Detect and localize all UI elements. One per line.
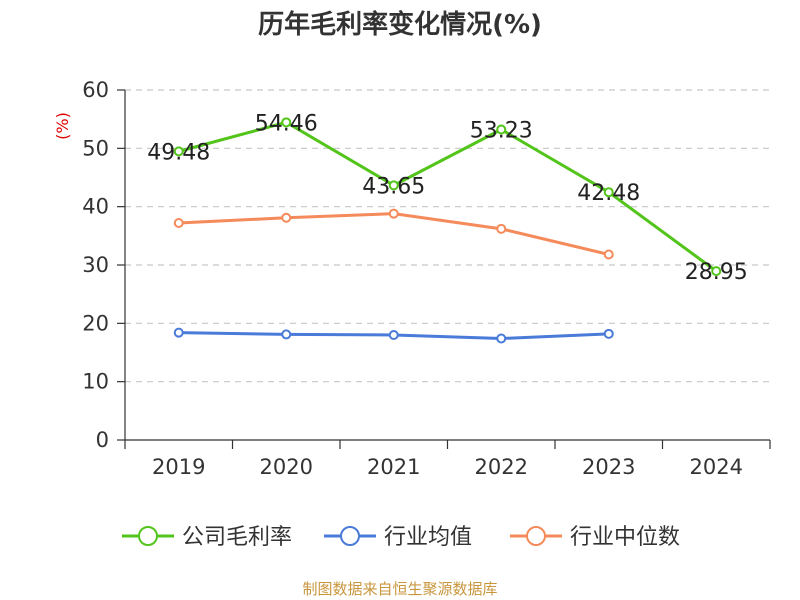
series-line-0 (178, 120, 718, 273)
data-point (388, 180, 399, 191)
data-point (496, 124, 507, 135)
y-tick-label: 50 (82, 136, 109, 160)
data-point (603, 328, 614, 339)
data-point (388, 330, 399, 340)
data-point (496, 333, 507, 344)
y-tick-label: 60 (82, 78, 109, 102)
data-point (173, 327, 184, 338)
data-label: 43.65 (362, 174, 425, 199)
x-tick-label: 2021 (367, 455, 420, 479)
y-tick-label: 20 (82, 311, 109, 335)
data-label: 49.48 (147, 140, 210, 165)
y-tick-label: 10 (82, 370, 109, 394)
legend-label: 行业中位数 (570, 525, 680, 550)
x-tick-label: 2023 (582, 455, 635, 479)
data-point (711, 266, 722, 277)
data-point (496, 223, 507, 234)
y-tick-label: 40 (82, 195, 109, 219)
data-label: 54.46 (255, 111, 318, 136)
x-tick-label: 2022 (475, 455, 528, 479)
legend-marker (526, 526, 546, 546)
y-axis-unit: (%) (53, 112, 72, 140)
data-label: 28.95 (685, 260, 748, 285)
legend-label: 行业均值 (384, 525, 472, 550)
data-point (173, 146, 184, 157)
data-point (173, 218, 184, 228)
x-tick-label: 2020 (260, 455, 313, 479)
legend-marker (138, 526, 158, 546)
legend-label: 公司毛利率 (182, 525, 292, 550)
data-point (603, 249, 614, 260)
data-label: 42.48 (577, 181, 640, 206)
x-tick-label: 2024 (690, 455, 743, 479)
data-source-note: 制图数据来自恒生聚源数据库 (302, 580, 498, 598)
x-tick-label: 2019 (152, 455, 205, 479)
data-point (281, 117, 292, 128)
y-tick-label: 30 (82, 253, 109, 277)
data-point (281, 212, 292, 223)
chart-title: 历年毛利率变化情况(%) (258, 10, 542, 40)
legend-marker (340, 526, 360, 546)
y-tick-label: 0 (96, 428, 109, 452)
data-point (603, 187, 614, 198)
data-point (281, 329, 292, 340)
series-line-2 (178, 212, 610, 256)
data-label: 53.23 (470, 118, 533, 143)
data-point (388, 208, 399, 219)
